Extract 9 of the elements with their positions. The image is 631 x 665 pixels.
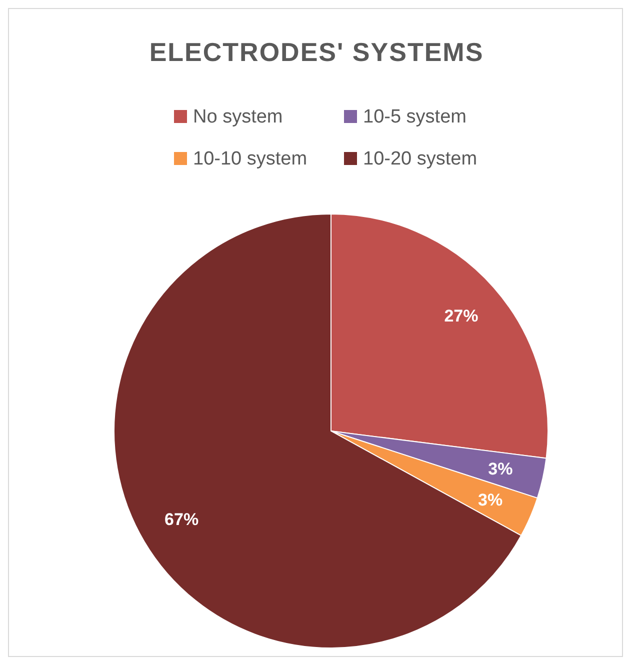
legend-label: No system	[193, 106, 283, 128]
data-label: 67%	[164, 510, 199, 529]
chart-title: ELECTRODES' SYSTEMS	[149, 37, 484, 67]
legend-label: 10-20 system	[363, 148, 478, 170]
data-label: 27%	[444, 306, 478, 326]
legend-label: 10-10 system	[193, 148, 308, 170]
data-label: 3%	[488, 459, 513, 478]
legend-label: 10-5 system	[363, 106, 466, 128]
data-label: 3%	[478, 490, 503, 510]
